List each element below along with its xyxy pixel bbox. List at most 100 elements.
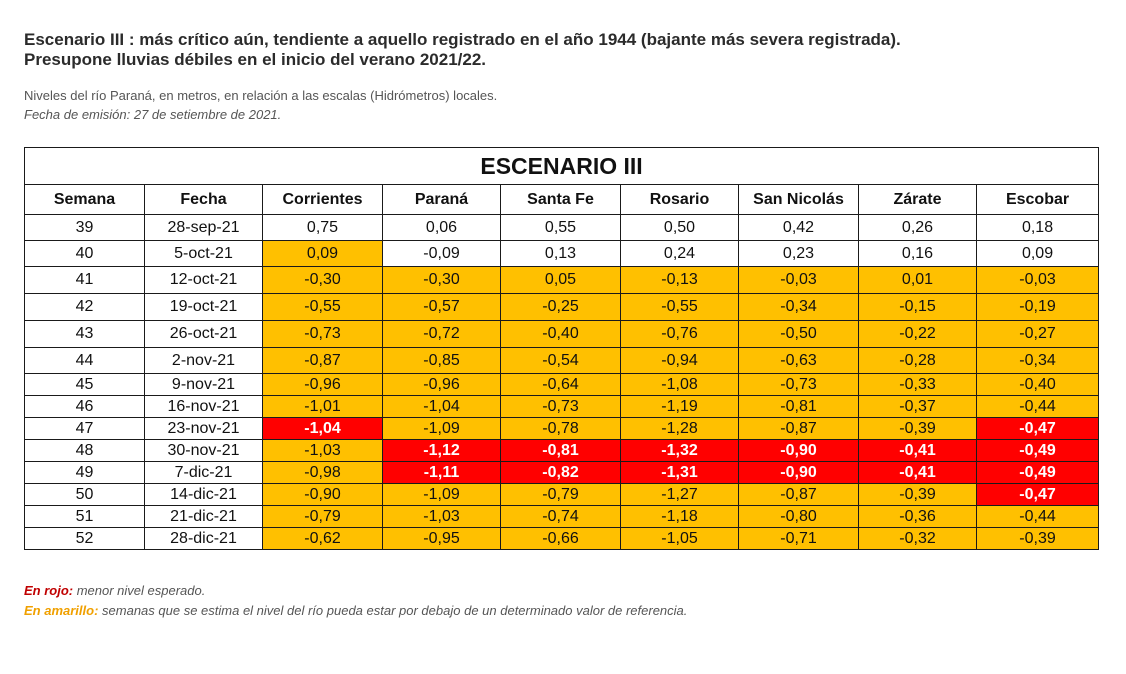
date-cell: 12-oct-21 [144,266,263,294]
column-header: San Nicolás [738,184,859,215]
date-cell: 19-oct-21 [144,293,263,321]
date-cell: 23-nov-21 [144,417,263,440]
level-cell: -0,81 [500,439,621,462]
level-cell: -0,63 [738,347,859,374]
level-cell: -0,54 [500,347,621,374]
week-cell: 52 [24,527,145,550]
level-cell: -0,09 [382,240,501,267]
level-cell: -1,03 [262,439,383,462]
heading-line-1: Escenario III : más crítico aún, tendien… [24,30,901,49]
level-cell: -0,32 [858,527,977,550]
level-cell: -0,33 [858,373,977,396]
level-cell: -1,11 [382,461,501,484]
level-cell: -0,19 [975,293,1100,321]
level-cell: 0,55 [500,214,621,241]
level-cell: -0,36 [858,505,977,528]
level-cell: -0,87 [262,347,383,374]
table-row: 47 23-nov-21 -1,04 -1,09 -0,78 -1,28 -0,87 -0,3… [24,417,1100,440]
date-cell: 21-dic-21 [144,505,263,528]
level-cell: 0,23 [738,240,859,267]
column-header: Escobar [975,184,1100,215]
legend-red-text: menor nivel esperado. [73,583,206,598]
level-cell: -0,50 [738,320,859,348]
level-cell: -0,37 [858,395,977,418]
page-heading: Escenario III : más crítico aún, tendien… [24,30,1104,70]
level-cell: 0,01 [858,266,977,294]
week-cell: 49 [24,461,145,484]
level-cell: -0,81 [738,395,859,418]
level-cell: -0,71 [738,527,859,550]
date-cell: 9-nov-21 [144,373,263,396]
scenario-table: ESCENARIO III Semana Fecha Corrientes Paran… [23,147,1100,550]
legend-yellow-text: semanas que se estima el nivel del río p… [98,603,688,618]
subtitle-line-1: Niveles del río Paraná, en metros, en re… [24,88,498,103]
level-cell: 0,75 [262,214,383,241]
table-row: 45 9-nov-21 -0,96 -0,96 -0,64 -1,08 -0,73 -0,33… [24,373,1100,396]
table-row: 44 2-nov-21 -0,87 -0,85 -0,54 -0,94 -0,63 -0,28… [24,347,1100,374]
week-cell: 44 [24,347,145,374]
week-cell: 41 [24,266,145,294]
level-cell: -0,73 [262,320,383,348]
week-cell: 48 [24,439,145,462]
level-cell: -0,28 [858,347,977,374]
week-cell: 43 [24,320,145,348]
level-cell: -0,62 [262,527,383,550]
level-cell: -1,28 [620,417,739,440]
level-cell: -0,66 [500,527,621,550]
table-row: 43 26-oct-21 -0,73 -0,72 -0,40 -0,76 -0,50 -0,2… [24,320,1100,348]
level-cell: -1,03 [382,505,501,528]
date-cell: 16-nov-21 [144,395,263,418]
week-cell: 40 [24,240,145,267]
level-cell: -0,74 [500,505,621,528]
level-cell: -0,57 [382,293,501,321]
column-header: Corrientes [262,184,383,215]
level-cell: -0,47 [975,417,1100,440]
level-cell: -0,79 [500,483,621,506]
level-cell: 0,24 [620,240,739,267]
column-header: Fecha [144,184,263,215]
level-cell: -0,95 [382,527,501,550]
level-cell: -0,39 [858,417,977,440]
date-cell: 14-dic-21 [144,483,263,506]
level-cell: -1,19 [620,395,739,418]
week-cell: 51 [24,505,145,528]
date-cell: 7-dic-21 [144,461,263,484]
level-cell: -1,09 [382,417,501,440]
level-cell: -0,34 [738,293,859,321]
level-cell: -1,05 [620,527,739,550]
level-cell: -0,41 [858,439,977,462]
level-cell: -1,31 [620,461,739,484]
level-cell: -0,96 [382,373,501,396]
level-cell: -0,80 [738,505,859,528]
level-cell: -0,78 [500,417,621,440]
subtitle-block: Niveles del río Paraná, en metros, en re… [24,86,497,124]
column-header: Semana [24,184,145,215]
table-row: 46 16-nov-21 -1,01 -1,04 -0,73 -1,19 -0,81 -0,3… [24,395,1100,418]
date-cell: 28-dic-21 [144,527,263,550]
level-cell: -0,39 [858,483,977,506]
legend-yellow: En amarillo: semanas que se estima el ni… [24,601,687,621]
table-row: 39 28-sep-21 0,75 0,06 0,55 0,50 0,42 0,26 0,18 [24,214,1100,241]
level-cell: 0,26 [858,214,977,241]
level-cell: -1,32 [620,439,739,462]
table-row: 51 21-dic-21 -0,79 -1,03 -0,74 -1,18 -0,80 -0,3… [24,505,1100,528]
level-cell: -0,55 [262,293,383,321]
date-cell: 2-nov-21 [144,347,263,374]
level-cell: -0,94 [620,347,739,374]
level-cell: -0,85 [382,347,501,374]
level-cell: 0,05 [500,266,621,294]
level-cell: -0,39 [975,527,1100,550]
level-cell: 0,06 [382,214,501,241]
emission-date: Fecha de emisión: 27 de setiembre de 202… [24,107,282,122]
date-cell: 5-oct-21 [144,240,263,267]
table-row: 40 5-oct-21 0,09 -0,09 0,13 0,24 0,23 0,16 0,09 [24,240,1100,267]
level-cell: -0,55 [620,293,739,321]
table-title: ESCENARIO III [23,147,1100,185]
level-cell: -0,98 [262,461,383,484]
week-cell: 46 [24,395,145,418]
column-header: Santa Fe [500,184,621,215]
week-cell: 47 [24,417,145,440]
date-cell: 28-sep-21 [144,214,263,241]
level-cell: -0,15 [858,293,977,321]
level-cell: -0,34 [975,347,1100,374]
